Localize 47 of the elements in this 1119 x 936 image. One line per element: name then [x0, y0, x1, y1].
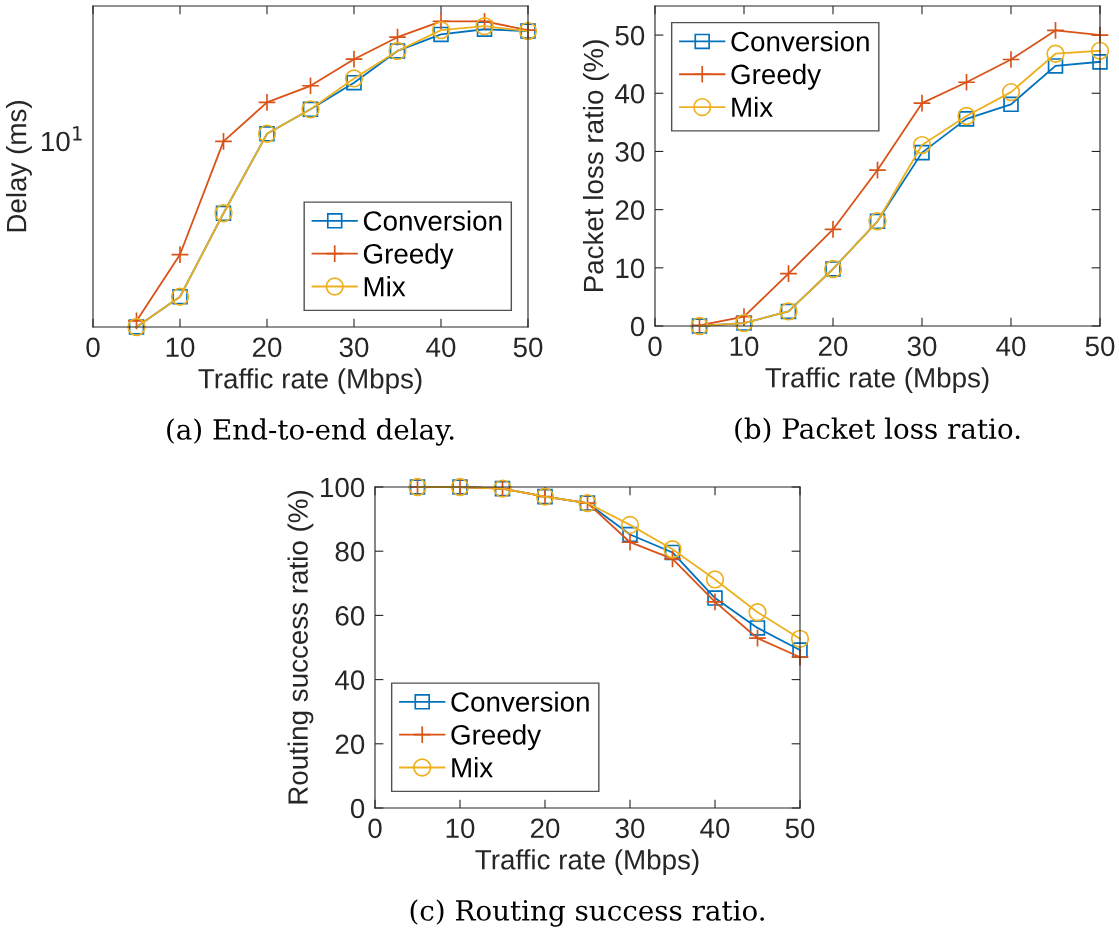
legend-label: Greedy: [731, 63, 822, 90]
x-tick-label: 50: [785, 818, 815, 839]
legend-label: Mix: [732, 96, 773, 117]
x-axis-title: Traffic rate (Mbps): [198, 368, 422, 395]
x-tick-label: 10: [730, 336, 759, 357]
text: (a) End-to-end delay.: [167, 418, 454, 446]
x-tick-label: 40: [700, 818, 730, 839]
legend-label: Greedy: [363, 243, 454, 270]
text: (b) Packet loss ratio.: [735, 417, 1020, 443]
legend-label: Mix: [452, 757, 493, 778]
legend-label: Conversion: [363, 210, 502, 231]
y-tick-label: 40: [615, 83, 645, 104]
x-tick-label: 0: [368, 818, 382, 839]
legend-label: Greedy: [451, 724, 542, 751]
x-tick-label: 0: [86, 337, 100, 358]
y-tick-label: 40: [335, 670, 365, 690]
y-axis-title: Routing success ratio (%): [287, 490, 314, 804]
x-tick-label: 10: [166, 337, 195, 358]
y-tick-label: 0: [350, 798, 365, 819]
legend-label: Conversion: [731, 31, 869, 52]
x-tick-label: 0: [648, 336, 662, 357]
x-tick-label: 10: [446, 818, 475, 839]
y-tick-label: 100: [321, 477, 365, 498]
x-axis-title: Traffic rate (Mbps): [475, 849, 699, 876]
text: (c) Routing success ratio.: [410, 899, 764, 927]
x-tick-label: 20: [818, 336, 848, 357]
y-tick-label: 20: [615, 200, 645, 220]
y-tick-label: 30: [615, 142, 645, 162]
y-tick-label: 60: [335, 606, 365, 626]
y-tick-label: 10: [616, 258, 645, 279]
y-tick-label: 80: [335, 541, 365, 562]
text: 10$^{1}$: [41, 126, 82, 152]
y-tick-label: 50: [615, 25, 645, 46]
x-tick-label: 50: [1085, 336, 1115, 357]
x-tick-label: 20: [252, 337, 282, 358]
x-tick-label: 50: [513, 337, 543, 358]
y-tick-label: 20: [335, 734, 365, 755]
legend-label: Conversion: [451, 691, 589, 712]
x-tick-label: 40: [996, 336, 1026, 357]
y-tick-label: 0: [630, 316, 645, 337]
y-axis-title: Delay (ms): [5, 101, 32, 232]
x-tick-label: 20: [530, 818, 560, 839]
y-axis-title: Packet loss ratio (%): [582, 40, 609, 292]
legend-label: Mix: [364, 276, 406, 297]
x-axis-title: Traffic rate (Mbps): [765, 367, 989, 394]
x-tick-label: 30: [907, 336, 937, 357]
x-tick-label: 40: [426, 337, 456, 358]
